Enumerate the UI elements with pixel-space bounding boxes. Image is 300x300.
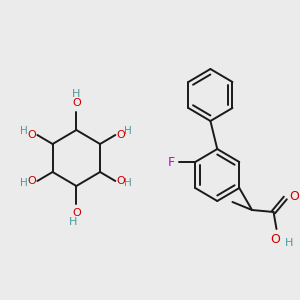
Text: H: H <box>124 178 132 188</box>
Text: O: O <box>28 130 36 140</box>
Text: H: H <box>69 217 78 227</box>
Text: H: H <box>285 238 294 248</box>
Text: H: H <box>20 126 28 136</box>
Text: O: O <box>28 176 36 186</box>
Text: H: H <box>124 126 132 136</box>
Text: O: O <box>72 208 81 218</box>
Text: O: O <box>116 130 125 140</box>
Text: H: H <box>72 89 80 99</box>
Text: O: O <box>271 233 281 246</box>
Text: F: F <box>168 155 175 169</box>
Text: O: O <box>289 190 299 202</box>
Text: O: O <box>72 98 81 108</box>
Text: H: H <box>20 178 28 188</box>
Text: O: O <box>116 176 125 186</box>
